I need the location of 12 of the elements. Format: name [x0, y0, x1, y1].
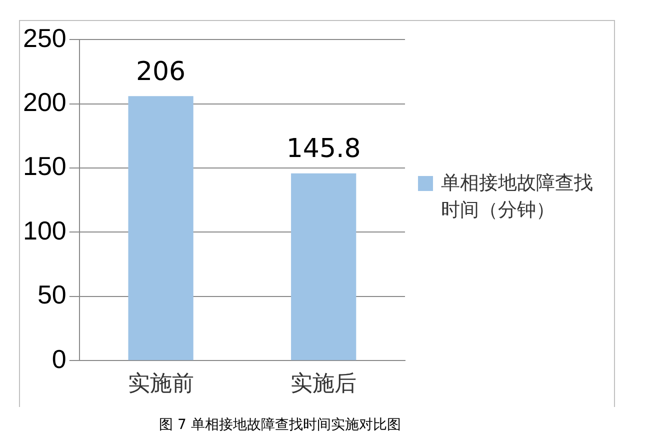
x-tick-label: 实施后: [290, 372, 357, 397]
legend-label: 单相接地故障查找时间（分钟）: [441, 171, 594, 223]
caption: 图 7 单相接地故障查找时间实施对比图: [158, 416, 402, 434]
data-label: 206: [136, 56, 186, 87]
y-tick-label: 250: [22, 22, 66, 53]
y-tick-label: 200: [22, 86, 66, 117]
y-tick-label: 0: [52, 344, 66, 374]
x-tick-label: 实施前: [128, 372, 194, 397]
data-label: 145.8: [286, 134, 361, 164]
y-tick-label: 150: [22, 151, 66, 182]
y-tick-label: 100: [22, 215, 66, 246]
y-tick-label: 50: [37, 280, 66, 310]
